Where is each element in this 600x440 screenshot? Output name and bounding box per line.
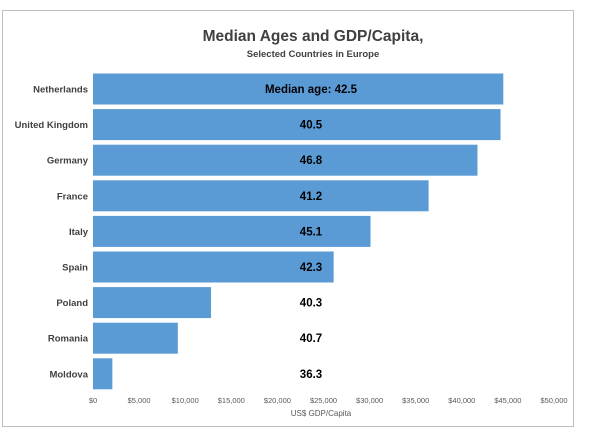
bar-united-kingdom: [93, 109, 501, 141]
x-tick-label: $0: [89, 396, 97, 405]
data-label: Median age: 42.5: [265, 84, 358, 96]
bar-spain: [93, 251, 334, 283]
category-label: Netherlands: [33, 85, 88, 96]
data-label: 40.3: [300, 298, 322, 310]
x-tick-label: $10,000: [172, 396, 199, 405]
data-label: 36.3: [300, 369, 322, 381]
x-tick-label: $35,000: [402, 396, 429, 405]
category-label: Italy: [69, 227, 89, 238]
chart-title: Median Ages and GDP/Capita,: [203, 28, 424, 45]
x-tick-label: $20,000: [264, 396, 291, 405]
category-label: United Kingdom: [15, 120, 88, 131]
bar-netherlands: [93, 73, 504, 105]
x-tick-label: $50,000: [540, 396, 567, 405]
data-label: 40.5: [300, 120, 323, 132]
category-label: Spain: [62, 263, 88, 274]
x-tick-label: $15,000: [218, 396, 245, 405]
data-label: 40.7: [300, 333, 322, 345]
x-tick-label: $45,000: [494, 396, 521, 405]
bar-moldova: [93, 358, 113, 390]
bar-germany: [93, 144, 478, 176]
x-axis-ticks: $0 $5,000 $10,000 $15,000 $20,000 $25,000 $30,…: [89, 396, 568, 405]
x-tick-label: $30,000: [356, 396, 383, 405]
category-label: France: [57, 191, 88, 202]
chart-frame: Median Ages and GDP/Capita, Selected Cou…: [2, 10, 574, 427]
bar-france: [93, 180, 429, 212]
x-axis-label: US$ GDP/Capita: [291, 409, 352, 418]
category-labels: Netherlands United Kingdom Germany France It…: [15, 85, 89, 381]
bar-italy: [93, 215, 371, 247]
bar-chart: Median Ages and GDP/Capita, Selected Cou…: [15, 28, 568, 418]
category-label: Romania: [48, 334, 89, 345]
category-label: Poland: [56, 298, 88, 309]
data-label: 46.8: [300, 155, 323, 167]
x-tick-label: $25,000: [310, 396, 337, 405]
category-label: Germany: [47, 156, 89, 167]
x-tick-label: $5,000: [128, 396, 151, 405]
x-tick-label: $40,000: [448, 396, 475, 405]
chart-subtitle: Selected Countries in Europe: [247, 49, 380, 60]
data-label: 41.2: [300, 191, 322, 203]
category-label: Moldova: [49, 369, 88, 380]
bars-group: [93, 73, 504, 390]
data-label: 42.3: [300, 262, 322, 274]
data-label: 45.1: [300, 226, 323, 238]
bar-romania: [93, 322, 178, 354]
bar-poland: [93, 287, 212, 319]
data-labels: Median age: 42.5 40.5 46.8 41.2 45.1 42.3 40.3…: [265, 84, 358, 381]
